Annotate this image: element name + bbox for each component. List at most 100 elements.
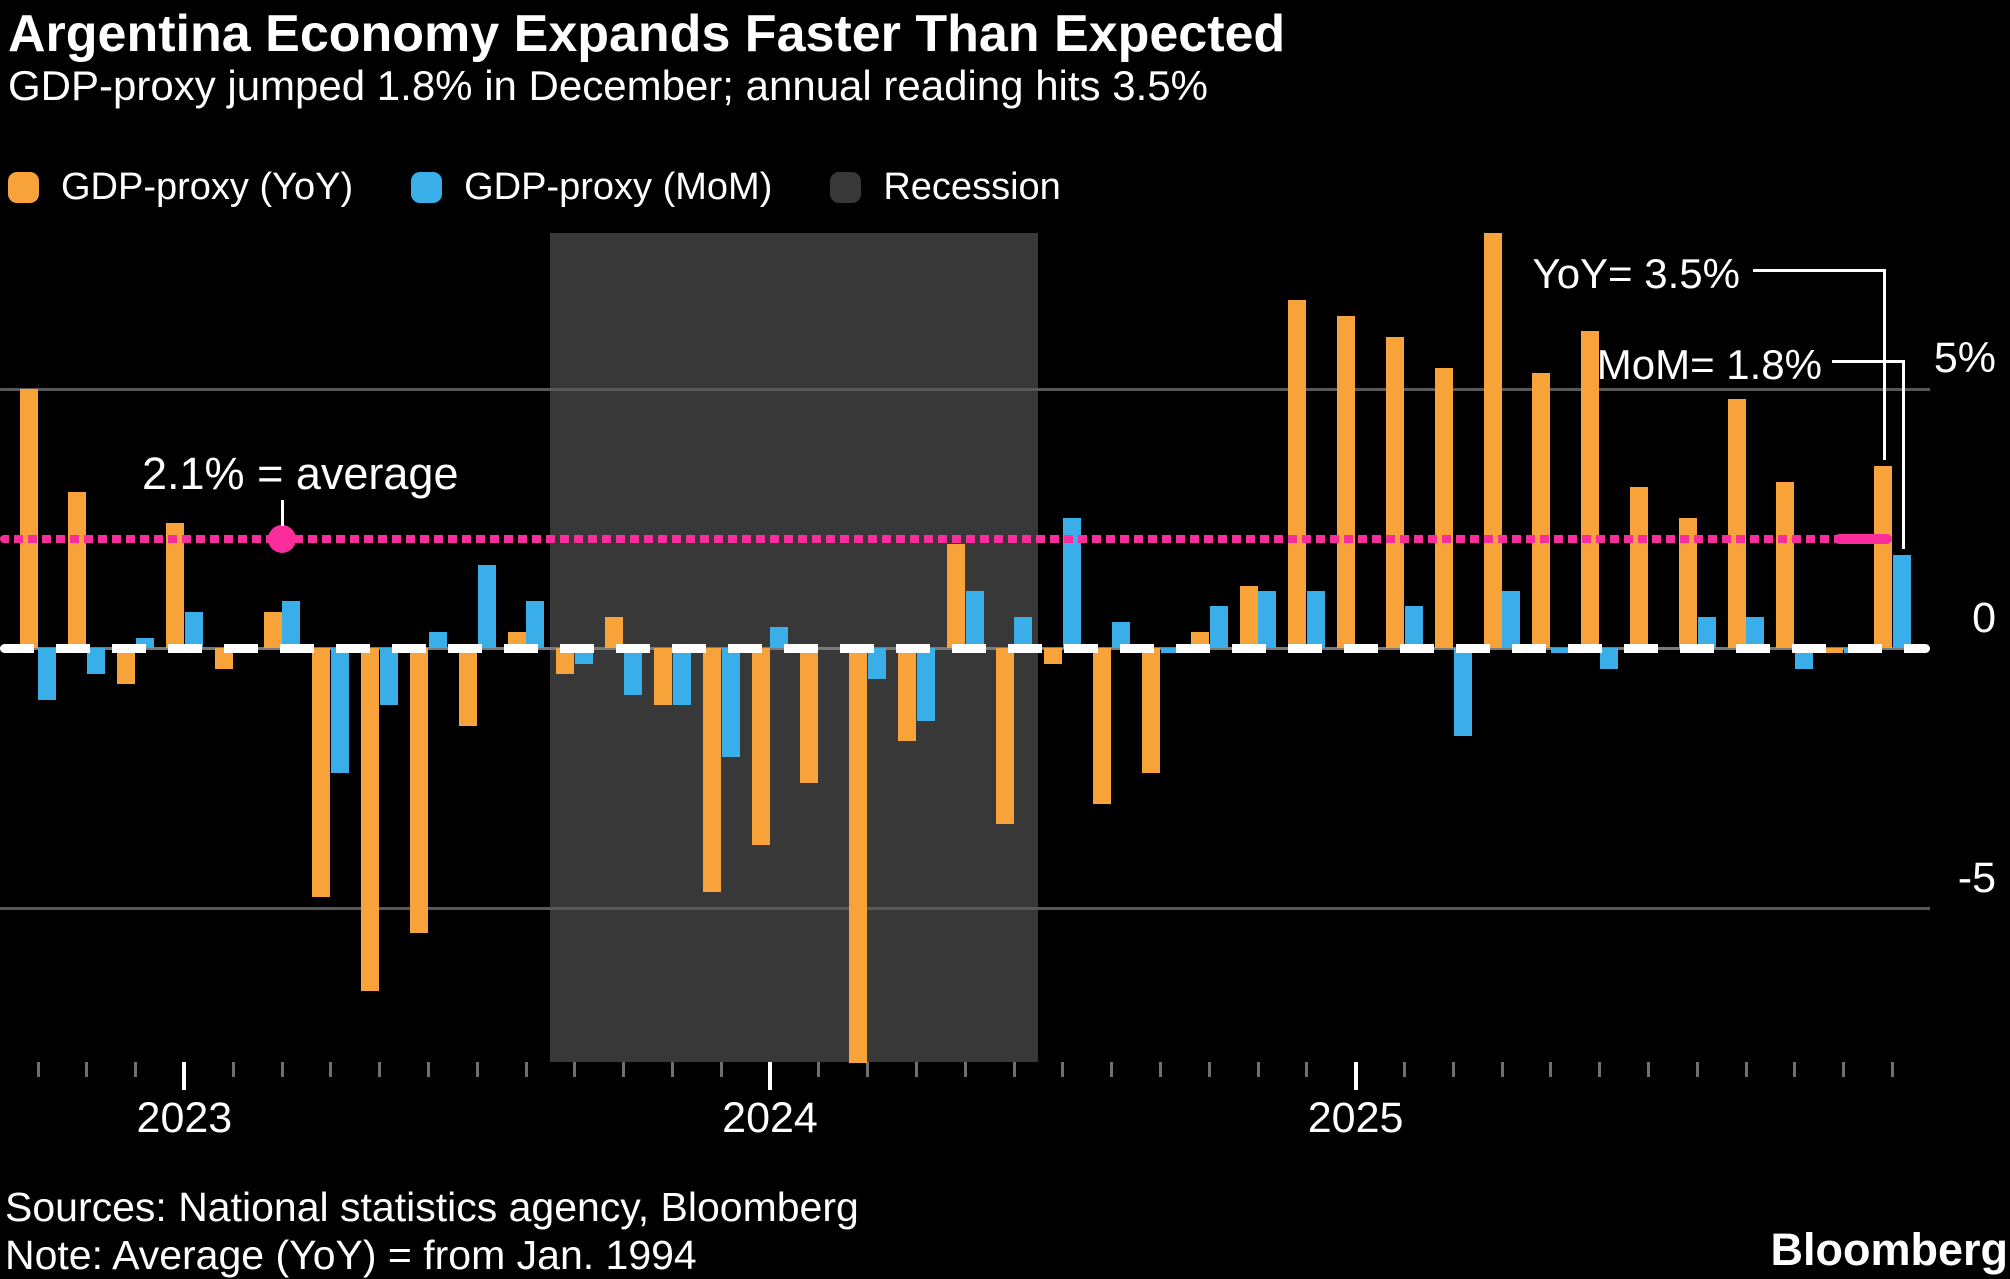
x-axis-month-tick (866, 1062, 870, 1077)
average-dotted-line (0, 535, 1892, 543)
legend-item-recession: Recession (830, 166, 1061, 209)
bar-mom-Oct-2023 (624, 648, 642, 695)
bar-yoy-Apr-2025 (1483, 232, 1502, 648)
x-axis-month-tick (914, 1062, 918, 1077)
x-axis-month-tick (1646, 1062, 1650, 1077)
bar-yoy-Sep-2025 (1727, 398, 1746, 648)
legend-item-yoy: GDP-proxy (YoY) (8, 166, 353, 209)
bar-yoy-May-2023 (361, 648, 380, 991)
x-axis-month-tick (475, 1062, 479, 1077)
x-axis-month-tick (1744, 1062, 1748, 1077)
bloomberg-logo: Bloomberg (1770, 1224, 2008, 1275)
bar-mom-Jan-2023 (184, 611, 203, 648)
x-axis-month-tick (1256, 1062, 1260, 1077)
y-axis-label-minus5: -5 (1957, 854, 1996, 902)
bar-mom-Apr-2025 (1502, 590, 1521, 648)
x-axis-month-tick (1207, 1062, 1211, 1077)
x-axis-month-tick (1793, 1062, 1797, 1077)
recession-swatch-icon (830, 172, 862, 203)
x-axis-month-tick (524, 1062, 528, 1077)
x-axis-month-tick (231, 1062, 235, 1077)
zero-dashed-line (0, 644, 1930, 653)
bar-yoy-Mar-2024 (849, 648, 868, 1064)
bar-yoy-Dec-2023 (702, 648, 721, 892)
bar-mom-Apr-2023 (331, 648, 350, 773)
bar-yoy-Dec-2025 (1874, 466, 1892, 648)
bar-yoy-Dec-2024 (1288, 300, 1307, 648)
bar-yoy-Jun-2023 (410, 648, 428, 934)
x-axis-month-tick (1158, 1062, 1162, 1077)
bar-yoy-Aug-2025 (1678, 518, 1697, 648)
bar-mom-May-2024 (965, 590, 984, 648)
bar-mom-Jun-2025 (1600, 648, 1618, 669)
bar-mom-Dec-2025 (1892, 554, 1911, 648)
bar-yoy-Jun-2025 (1581, 331, 1600, 648)
yoy-callout-line-v (1883, 269, 1887, 461)
bar-mom-Mar-2024 (868, 648, 886, 680)
bar-mom-May-2023 (380, 648, 398, 706)
bar-yoy-Aug-2024 (1093, 648, 1112, 804)
chart-subtitle: GDP-proxy jumped 1.8% in December; annua… (8, 62, 1208, 109)
bar-yoy-Jul-2023 (458, 648, 477, 726)
x-axis-label-2023: 2023 (136, 1094, 233, 1142)
x-axis-month-tick (1890, 1062, 1894, 1077)
bar-mom-Mar-2025 (1453, 648, 1472, 737)
bar-yoy-Feb-2024 (800, 648, 819, 783)
yoy-swatch-icon (8, 172, 39, 203)
bar-mom-Dec-2022 (136, 637, 154, 648)
x-axis-year-tick (768, 1062, 772, 1090)
average-line-end-segment (1834, 534, 1892, 544)
bar-mom-Aug-2023 (526, 601, 545, 648)
y-axis-label-5: 5% (1933, 334, 1996, 382)
x-axis-month-tick (280, 1062, 284, 1077)
yoy-callout-label: YoY= 3.5% (1532, 250, 1740, 297)
sources-text: Sources: National statistics agency, Blo… (5, 1184, 859, 1230)
bar-mom-Dec-2023 (721, 648, 740, 757)
bar-yoy-Oct-2025 (1776, 481, 1795, 648)
bar-yoy-Oct-2023 (605, 616, 624, 648)
x-axis-label-2024: 2024 (722, 1094, 818, 1142)
yoy-callout-line-h (1753, 269, 1884, 272)
x-axis-month-tick (378, 1062, 382, 1077)
x-axis-month-tick (1402, 1062, 1406, 1077)
gridline-minus5 (0, 906, 1930, 910)
x-axis-month-tick (1500, 1062, 1504, 1077)
average-line-marker (268, 525, 296, 553)
bar-mom-Nov-2023 (672, 648, 691, 706)
legend-item-mom: GDP-proxy (MoM) (411, 166, 772, 209)
x-axis-month-tick (963, 1062, 967, 1077)
bar-yoy-Sep-2024 (1142, 648, 1160, 773)
x-axis-month-tick (1451, 1062, 1455, 1077)
x-axis-month-tick (670, 1062, 674, 1077)
bar-yoy-Dec-2022 (117, 648, 136, 685)
average-line-label: 2.1% = average (142, 448, 459, 499)
x-axis-month-tick (1305, 1062, 1309, 1077)
bar-yoy-Jul-2025 (1630, 487, 1648, 648)
bar-yoy-Jun-2024 (995, 648, 1014, 825)
average-label-pointer (281, 500, 284, 526)
bar-yoy-Apr-2024 (898, 648, 916, 742)
bar-mom-Jul-2024 (1063, 518, 1082, 648)
bar-yoy-Jan-2025 (1337, 315, 1356, 648)
legend-yoy-label: GDP-proxy (YoY) (61, 166, 354, 208)
bar-yoy-Jan-2024 (751, 648, 770, 846)
x-axis-month-tick (719, 1062, 723, 1077)
x-axis-month-tick (1012, 1062, 1016, 1077)
bar-yoy-Sep-2023 (556, 648, 575, 674)
x-axis-month-tick (36, 1062, 40, 1077)
x-axis-month-tick (329, 1062, 333, 1077)
bar-mom-Apr-2024 (916, 648, 935, 721)
bar-mom-Nov-2024 (1258, 590, 1277, 648)
legend: GDP-proxy (YoY) GDP-proxy (MoM) Recessio… (8, 166, 1101, 209)
bar-mom-Oct-2025 (1795, 648, 1814, 669)
x-axis-month-tick (817, 1062, 821, 1077)
bar-yoy-Mar-2023 (263, 611, 282, 648)
bar-yoy-Jan-2023 (166, 523, 184, 648)
bar-yoy-Apr-2023 (312, 648, 331, 898)
bar-mom-Oct-2024 (1209, 606, 1228, 648)
bar-mom-Mar-2023 (282, 601, 301, 648)
x-axis-month-tick (573, 1062, 577, 1077)
page-title: Argentina Economy Expands Faster Than Ex… (8, 5, 1286, 63)
x-axis-month-tick (1842, 1062, 1846, 1077)
